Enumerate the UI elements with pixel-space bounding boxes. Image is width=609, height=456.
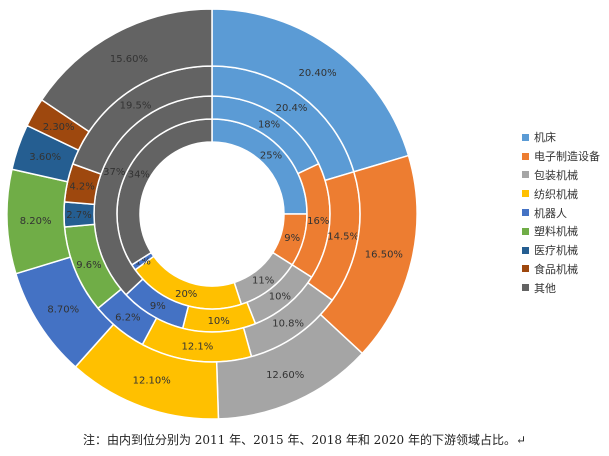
legend-swatch [522,209,529,217]
ring-1-label-2: 9% [284,233,300,244]
legend-item: 包装机械 [522,166,600,185]
chart-legend: 机床电子制造设备 包装机械纺织机械机器人塑料机械医疗机械食品机械其他 [522,128,600,297]
legend-swatch [522,133,529,141]
legend-label: 机器人 [534,206,567,220]
ring-2-label-1: 18% [258,120,280,131]
ring-3-label-6: 9.6% [76,260,101,271]
legend-label: 塑料机械 [534,225,578,239]
ring-3-label-5: 6.2% [115,313,140,324]
legend-label: 电子制造设备 [534,150,600,164]
legend-label: 包装机械 [534,168,578,182]
ring-2-label-3: 10% [269,292,291,303]
legend-swatch [522,246,529,254]
ring-1-label-4: 20% [175,289,197,300]
ring-4-label-4: 12.10% [133,375,171,386]
ring-2-label-2: 16% [307,216,329,227]
legend-item: 机器人 [522,203,600,222]
ring-1-label-5: 1% [135,256,151,267]
ring-2-label-9: 37% [103,167,125,178]
ring-4-label-3: 12.60% [266,370,304,381]
legend-swatch [522,171,529,179]
ring-3-label-4: 12.1% [182,342,214,353]
legend-label: 其他 [534,281,556,295]
legend-item: 电子制造设备 [522,147,600,166]
legend-swatch [522,190,529,198]
legend-label: 机床 [534,131,556,145]
ring-2-label-5: 9% [150,301,166,312]
ring-3-label-2: 14.5% [327,232,359,243]
ring-2-label-4: 10% [208,316,230,327]
legend-swatch [522,152,529,160]
legend-item: 塑料机械 [522,222,600,241]
legend-swatch [522,227,529,235]
ring-4-label-6: 8.20% [20,216,52,227]
ring-3-label-8: 4.2% [69,181,94,192]
ring-3-label-9: 19.5% [120,101,152,112]
ring-4-slice-9 [40,8,213,133]
ring-4-label-2: 16.50% [365,250,403,261]
donut-chart: 25% 9% 11% 20% 1% 34% 18% 16% 10% 10% 9% 37% 20.4% 14… [6,8,418,420]
ring-4-label-9: 15.60% [110,54,148,65]
ring-3-label-7: 2.7% [66,210,91,221]
ring-1-label-3: 11% [252,275,274,286]
legend-label: 医疗机械 [534,244,578,258]
ring-3-label-3: 10.8% [272,319,304,330]
ring-4-label-8: 2.30% [43,122,75,133]
ring-1-label-1: 25% [260,150,282,161]
legend-item: 机床 [522,128,600,147]
ring-4-label-7: 3.60% [29,152,61,163]
legend-item: 医疗机械 [522,241,600,260]
ring-1-label-9: 34% [128,169,150,180]
legend-label: 纺织机械 [534,187,578,201]
chart-note: 注：由内到位分别为 2011 年、2015 年、2018 年和 2020 年的下… [82,433,527,447]
legend-swatch [522,265,529,273]
legend-item: 食品机械 [522,260,600,279]
ring-3-label-1: 20.4% [276,103,308,114]
legend-label: 食品机械 [534,262,578,276]
legend-item: 纺织机械 [522,184,600,203]
legend-swatch [522,284,529,292]
ring-4-label-5: 8.70% [47,305,79,316]
ring-4-label-1: 20.40% [298,68,336,79]
legend-item: 其他 [522,278,600,297]
